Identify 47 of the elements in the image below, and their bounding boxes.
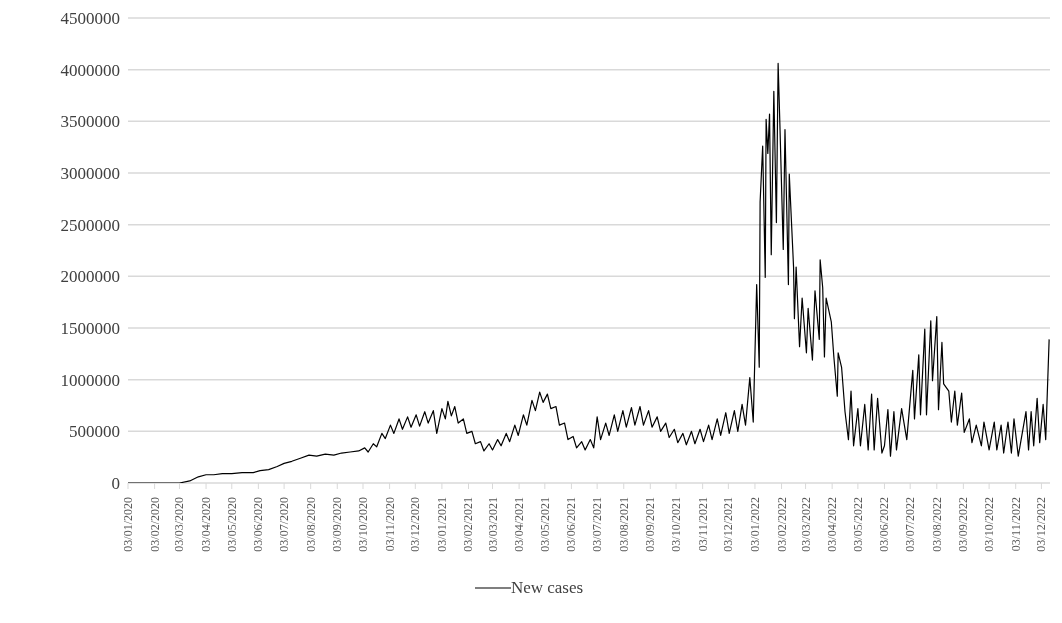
x-tick-label: 03/11/2022 xyxy=(1008,497,1023,552)
x-tick-label: 03/08/2022 xyxy=(929,497,944,552)
x-tick-label: 03/01/2021 xyxy=(434,497,449,552)
y-tick-label: 1500000 xyxy=(60,319,120,339)
x-tick-label: 03/08/2020 xyxy=(303,497,318,552)
x-tick-label: 03/04/2020 xyxy=(199,497,214,552)
x-tick-label: 03/07/2020 xyxy=(277,497,292,552)
x-tick-label: 03/02/2022 xyxy=(774,497,789,552)
y-tick-label: 0 xyxy=(111,474,120,494)
x-tick-label: 03/09/2022 xyxy=(956,497,971,552)
legend-label: New cases xyxy=(510,578,584,598)
x-tick-label: 03/10/2021 xyxy=(669,497,684,552)
x-tick-label: 03/09/2020 xyxy=(330,497,345,552)
x-tick-label: 03/05/2022 xyxy=(850,497,865,552)
y-tick-label: 2000000 xyxy=(60,267,120,287)
x-tick-label: 03/12/2022 xyxy=(1034,497,1049,552)
x-tick-label: 03/03/2021 xyxy=(485,497,500,552)
x-tick-label: 03/02/2020 xyxy=(147,497,162,552)
x-tick-label: 03/08/2021 xyxy=(616,497,631,552)
x-tick-label: 03/07/2022 xyxy=(903,497,918,552)
x-tick-label: 03/04/2021 xyxy=(512,497,527,552)
y-tick-label: 1000000 xyxy=(60,370,120,390)
x-tick-label: 03/12/2021 xyxy=(721,497,736,552)
x-tick-label: 03/03/2020 xyxy=(172,497,187,552)
x-tick-label: 03/07/2021 xyxy=(590,497,605,552)
x-tick-label: 03/10/2022 xyxy=(982,497,997,552)
y-tick-label: 3000000 xyxy=(60,164,120,184)
y-tick-label: 500000 xyxy=(69,422,120,442)
x-tick-label: 03/06/2022 xyxy=(877,497,892,552)
x-tick-label: 03/11/2020 xyxy=(382,497,397,552)
x-tick-label: 03/04/2022 xyxy=(825,497,840,552)
x-tick-label: 03/11/2021 xyxy=(695,497,710,552)
x-tick-label: 03/05/2020 xyxy=(224,497,239,552)
x-tick-label: 03/06/2020 xyxy=(251,497,266,552)
x-tick-label: 03/05/2021 xyxy=(537,497,552,552)
x-tick-label: 03/01/2022 xyxy=(747,497,762,552)
x-tick-label: 03/09/2021 xyxy=(643,497,658,552)
y-tick-label: 4000000 xyxy=(60,60,120,80)
x-tick-label: 03/06/2021 xyxy=(564,497,579,552)
x-tick-label: 03/12/2020 xyxy=(408,497,423,552)
y-tick-label: 4500000 xyxy=(60,9,120,29)
x-tick-label: 03/02/2021 xyxy=(461,497,476,552)
x-tick-label: 03/03/2022 xyxy=(798,497,813,552)
x-tick-label: 03/01/2020 xyxy=(121,497,135,552)
x-tick-label: 03/10/2020 xyxy=(356,497,370,552)
y-tick-label: 3500000 xyxy=(60,112,120,132)
y-tick-label: 2500000 xyxy=(60,215,120,235)
